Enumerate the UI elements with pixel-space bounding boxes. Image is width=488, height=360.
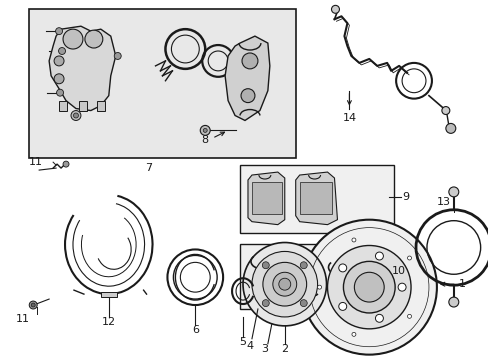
Text: 14: 14 — [342, 113, 356, 123]
Text: 8: 8 — [201, 135, 208, 145]
Bar — [240, 165, 393, 233]
Polygon shape — [295, 172, 337, 225]
Text: 10: 10 — [391, 266, 406, 276]
Circle shape — [331, 5, 339, 13]
Circle shape — [63, 161, 69, 167]
Text: 7: 7 — [144, 163, 152, 173]
Circle shape — [243, 243, 326, 326]
Bar — [97, 100, 104, 111]
Circle shape — [241, 89, 254, 103]
Polygon shape — [49, 26, 116, 111]
Text: 2: 2 — [281, 344, 288, 354]
Bar — [240, 244, 379, 309]
Text: 5: 5 — [239, 337, 246, 347]
Circle shape — [57, 89, 63, 96]
Circle shape — [203, 129, 207, 132]
Circle shape — [448, 297, 458, 307]
Circle shape — [59, 48, 65, 54]
Circle shape — [263, 262, 306, 306]
Circle shape — [56, 28, 62, 35]
Circle shape — [407, 256, 411, 260]
Circle shape — [441, 107, 449, 114]
Circle shape — [54, 74, 64, 84]
Text: 11: 11 — [29, 157, 43, 167]
Circle shape — [242, 53, 257, 69]
Text: 11: 11 — [16, 314, 30, 324]
Text: 9: 9 — [402, 192, 409, 202]
Circle shape — [327, 246, 410, 329]
Circle shape — [445, 123, 455, 133]
Polygon shape — [247, 172, 284, 225]
Circle shape — [300, 300, 306, 307]
Text: 13: 13 — [436, 197, 450, 207]
Circle shape — [343, 261, 394, 313]
Circle shape — [375, 252, 383, 260]
Circle shape — [200, 125, 210, 135]
Text: 1: 1 — [458, 279, 465, 289]
Circle shape — [317, 285, 321, 289]
Circle shape — [73, 113, 78, 118]
Circle shape — [54, 56, 64, 66]
Circle shape — [262, 300, 269, 307]
Circle shape — [272, 272, 296, 296]
Text: 3: 3 — [261, 344, 268, 354]
Circle shape — [338, 264, 346, 272]
Polygon shape — [224, 36, 269, 121]
Circle shape — [71, 111, 81, 121]
Circle shape — [351, 332, 355, 336]
Circle shape — [31, 303, 35, 307]
Bar — [79, 100, 87, 111]
Text: 6: 6 — [191, 325, 199, 335]
Circle shape — [278, 278, 290, 290]
Bar — [251, 182, 281, 214]
Circle shape — [85, 30, 102, 48]
Circle shape — [301, 220, 436, 355]
Circle shape — [407, 314, 411, 318]
Text: 12: 12 — [102, 317, 116, 327]
Bar — [299, 182, 332, 214]
Circle shape — [375, 314, 383, 322]
Circle shape — [251, 251, 317, 317]
Circle shape — [114, 53, 121, 59]
Circle shape — [397, 283, 405, 291]
Circle shape — [262, 262, 269, 269]
Circle shape — [300, 262, 306, 269]
Text: 4: 4 — [246, 341, 253, 351]
Circle shape — [338, 302, 346, 310]
Circle shape — [29, 301, 37, 309]
Circle shape — [354, 272, 384, 302]
Bar — [29, 9, 295, 158]
Bar — [59, 100, 67, 111]
Bar — [101, 292, 117, 297]
Circle shape — [63, 29, 83, 49]
Circle shape — [351, 238, 355, 242]
Circle shape — [448, 187, 458, 197]
